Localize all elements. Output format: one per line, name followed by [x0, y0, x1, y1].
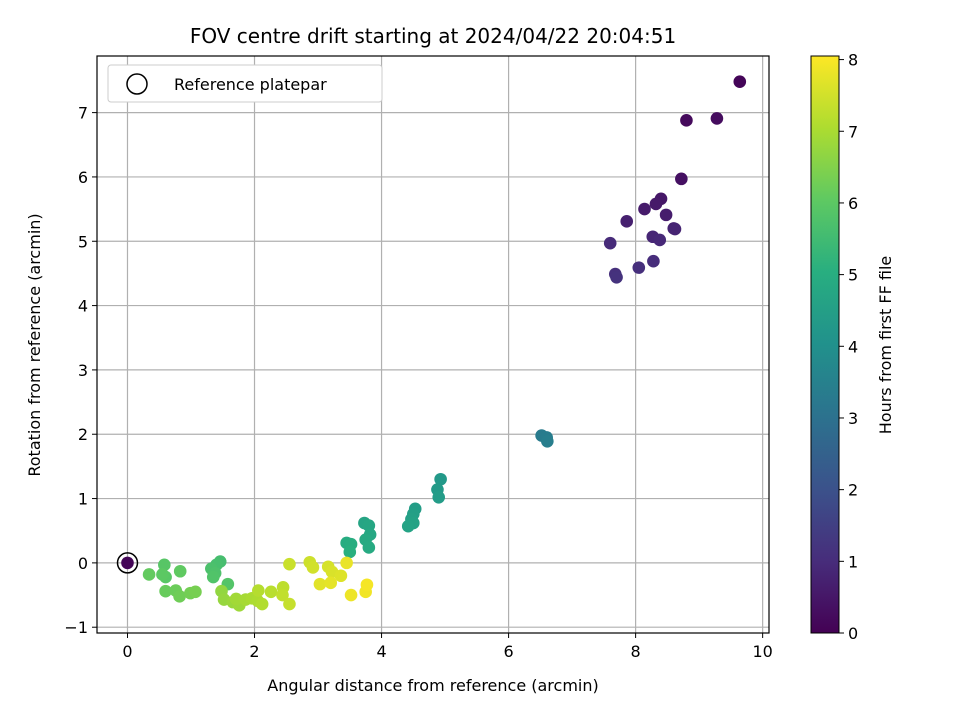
data-point: [283, 597, 296, 611]
data-point: [344, 588, 358, 602]
y-tick-label: 4: [78, 297, 88, 316]
data-points: [142, 75, 747, 612]
data-point: [189, 585, 202, 599]
legend-box: [107, 64, 383, 103]
colorbar-ticks: 0 1 2 3 4 5 6 7 8: [839, 51, 858, 643]
colorbar-tick-label: 8: [848, 51, 858, 70]
x-axis-label: Angular distance from reference (arcmin): [267, 676, 598, 695]
plot-area: 0 2 4 6 8 10 −1 0 1 2 3 4 5 6 7: [64, 55, 773, 661]
data-point: [659, 208, 673, 222]
data-point: [206, 570, 220, 584]
data-point: [173, 590, 186, 603]
data-point: [340, 556, 353, 570]
x-axis-ticks: 0 2 4 6 8 10: [122, 633, 773, 661]
colorbar-tick-label: 1: [848, 552, 858, 571]
data-point: [229, 592, 243, 606]
y-tick-label: −1: [64, 618, 88, 637]
data-point: [306, 561, 320, 574]
colorbar-tick-label: 6: [848, 194, 858, 213]
colorbar-tick-label: 0: [848, 624, 858, 643]
data-point: [264, 585, 278, 599]
data-point: [252, 584, 265, 597]
data-point: [733, 75, 747, 89]
legend-marker-icon: [126, 73, 148, 95]
colorbar-tick-label: 2: [848, 481, 858, 500]
x-tick-label: 4: [376, 642, 386, 661]
data-point: [432, 490, 446, 504]
data-point: [603, 236, 617, 250]
data-point: [610, 270, 623, 284]
data-point: [668, 222, 682, 236]
data-point: [649, 197, 663, 211]
data-point: [158, 558, 171, 572]
data-point: [156, 568, 169, 581]
data-point: [283, 557, 296, 571]
x-tick-label: 2: [249, 642, 259, 661]
y-axis-label: Rotation from reference (arcmin): [25, 213, 44, 476]
data-point: [647, 254, 660, 268]
reference-ring: [116, 552, 139, 574]
reference-marker: [116, 552, 139, 574]
y-tick-label: 5: [78, 232, 88, 251]
x-tick-label: 6: [503, 642, 513, 661]
data-point: [362, 541, 376, 554]
data-point: [334, 569, 348, 583]
legend: Reference platepar: [107, 64, 383, 103]
colorbar-tick-label: 5: [848, 266, 858, 285]
y-tick-label: 2: [78, 425, 88, 444]
data-point: [434, 472, 447, 486]
x-tick-label: 0: [122, 642, 132, 661]
data-point: [541, 435, 554, 448]
data-point: [638, 202, 651, 216]
data-point: [173, 564, 187, 578]
y-tick-label: 1: [78, 490, 88, 509]
data-point: [675, 172, 688, 186]
colorbar-tick-label: 4: [848, 337, 858, 356]
data-point: [313, 577, 327, 591]
colorbar-tick-label: 7: [848, 122, 858, 141]
y-tick-label: 0: [78, 554, 88, 573]
x-tick-label: 8: [631, 642, 641, 661]
y-tick-label: 3: [78, 361, 88, 380]
colorbar-tick-label: 3: [848, 409, 858, 428]
data-point: [632, 261, 646, 274]
data-point: [142, 568, 156, 581]
y-tick-label: 7: [78, 104, 88, 123]
data-point: [653, 233, 667, 247]
colorbar-label: Hours from first FF file: [876, 256, 895, 435]
data-point: [324, 576, 338, 590]
y-tick-label: 6: [78, 168, 88, 187]
data-point: [255, 597, 269, 611]
plot-frame: [96, 55, 770, 634]
data-point: [620, 215, 634, 228]
data-point: [401, 519, 415, 533]
data-point: [343, 545, 357, 559]
chart-title: FOV centre drift starting at 2024/04/22 …: [190, 24, 676, 48]
colorbar: 0 1 2 3 4 5 6 7 8 Hours from first FF file: [810, 51, 895, 643]
data-point: [159, 584, 172, 598]
legend-label: Reference platepar: [174, 75, 327, 94]
y-axis-ticks: −1 0 1 2 3 4 5 6 7: [64, 104, 97, 637]
data-point: [276, 588, 289, 602]
x-tick-label: 10: [752, 642, 772, 661]
reference-point: [121, 556, 134, 570]
data-point: [680, 114, 693, 127]
data-point: [710, 112, 724, 125]
colorbar-gradient: [810, 55, 840, 634]
data-point: [360, 578, 374, 592]
